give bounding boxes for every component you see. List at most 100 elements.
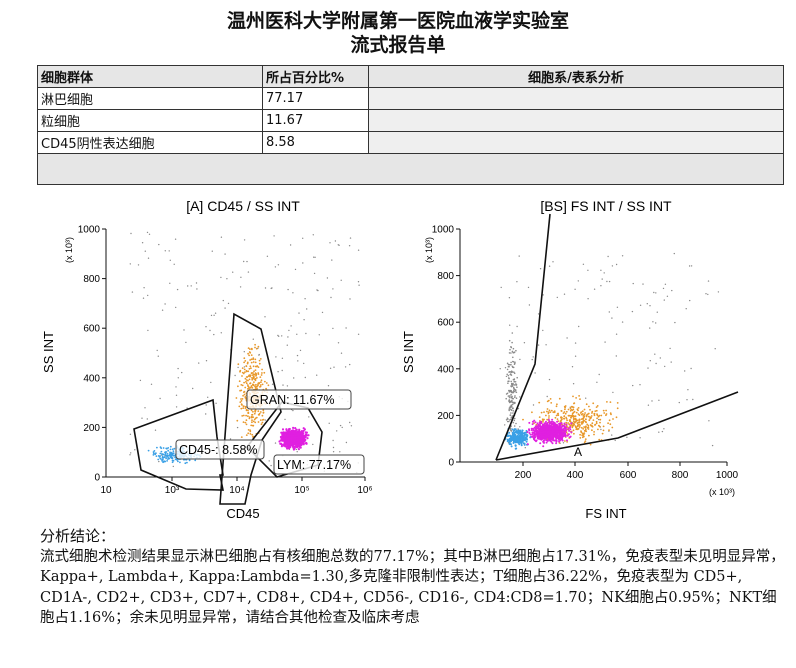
event-dot: [522, 418, 524, 421]
event-dot: [549, 398, 552, 400]
event-dot: [260, 381, 262, 384]
event-dot: [510, 401, 512, 403]
event-dot: [161, 309, 164, 311]
event-dot: [252, 384, 255, 387]
event-dot: [254, 369, 257, 371]
event-dot: [589, 424, 592, 426]
event-dot: [535, 427, 537, 430]
event-dot: [514, 437, 517, 439]
report-subtitle: 流式报告单: [350, 34, 446, 56]
event-dot: [287, 441, 290, 444]
event-dot: [246, 384, 249, 386]
y-tick-label: 0: [94, 473, 100, 484]
cell-percent: 11.67: [262, 109, 369, 132]
event-dot: [139, 379, 142, 382]
event-dot: [511, 332, 514, 334]
event-dot: [308, 416, 310, 418]
event-dot: [245, 365, 248, 367]
event-dot: [655, 292, 657, 294]
event-dot: [536, 422, 539, 425]
event-dot: [144, 250, 146, 252]
event-dot: [312, 443, 314, 446]
event-dot: [528, 304, 531, 306]
event-dot: [521, 435, 524, 438]
event-dot: [246, 361, 249, 364]
event-dot: [171, 448, 174, 451]
event-dot: [357, 249, 360, 251]
event-dot: [533, 422, 535, 425]
event-dot: [588, 434, 590, 437]
plot-b-ymult: (x 10³): [424, 237, 434, 263]
event-dot: [239, 370, 241, 373]
event-dot: [520, 431, 523, 434]
event-dot: [528, 429, 531, 431]
event-dot: [249, 382, 252, 385]
event-dot: [294, 436, 297, 440]
event-dot: [236, 426, 239, 429]
event-dot: [651, 400, 653, 402]
event-dot: [250, 361, 253, 364]
event-dot: [587, 426, 590, 429]
event-dot: [147, 329, 149, 332]
event-dot: [563, 417, 565, 420]
event-dot: [514, 444, 517, 447]
event-dot: [566, 337, 568, 339]
event-dot: [533, 431, 536, 434]
event-dot: [144, 407, 146, 409]
event-dot: [279, 435, 282, 439]
event-dot: [515, 430, 518, 433]
event-dot: [574, 355, 577, 357]
event-dot: [593, 414, 596, 417]
event-dot: [513, 372, 516, 375]
event-dot: [550, 422, 553, 425]
event-dot: [578, 421, 581, 424]
event-dot: [535, 440, 537, 443]
event-dot: [536, 433, 538, 436]
event-dot: [547, 418, 550, 421]
event-dot: [186, 407, 188, 409]
event-dot: [565, 423, 568, 426]
event-dot: [580, 413, 583, 416]
event-dot: [244, 386, 247, 389]
event-dot: [589, 408, 591, 411]
event-dot: [337, 244, 339, 246]
event-dot: [656, 311, 658, 313]
event-dot: [586, 423, 589, 426]
event-dot: [592, 419, 595, 421]
report-title: 温州医科大学附属第一医院血液学实验室: [226, 10, 569, 32]
gate-gran-label-box: [246, 389, 352, 410]
event-dot: [553, 411, 556, 414]
event-dot: [161, 460, 163, 462]
y-tick-label: 200: [83, 423, 100, 434]
event-dot: [515, 422, 517, 425]
event-dot: [257, 384, 259, 387]
event-dot: [587, 428, 590, 430]
event-dot: [303, 435, 307, 438]
event-dot: [245, 382, 248, 385]
event-dot: [581, 434, 584, 437]
event-dot: [585, 430, 588, 433]
event-dot: [205, 413, 207, 415]
event-dot: [508, 389, 510, 392]
event-dot: [664, 365, 666, 368]
event-dot: [289, 244, 292, 246]
event-dot: [254, 343, 256, 346]
event-dot: [214, 312, 217, 314]
event-dot: [499, 368, 501, 370]
cell-population: CD45阴性表达细胞: [37, 131, 263, 154]
event-dot: [240, 436, 243, 438]
event-dot: [564, 405, 567, 407]
event-dot: [534, 425, 537, 428]
x-tick-label: 1000: [716, 470, 739, 481]
event-dot: [583, 413, 586, 416]
event-dot: [569, 420, 572, 423]
event-dot: [280, 445, 283, 448]
event-dot: [538, 433, 541, 436]
event-dot: [572, 395, 574, 398]
gate-cd45-label: CD45-: 8.58%: [179, 443, 258, 457]
event-dot: [190, 285, 192, 287]
event-dot: [148, 233, 151, 235]
event-dot: [546, 423, 548, 426]
event-dot: [592, 402, 595, 405]
event-dot: [594, 410, 597, 412]
